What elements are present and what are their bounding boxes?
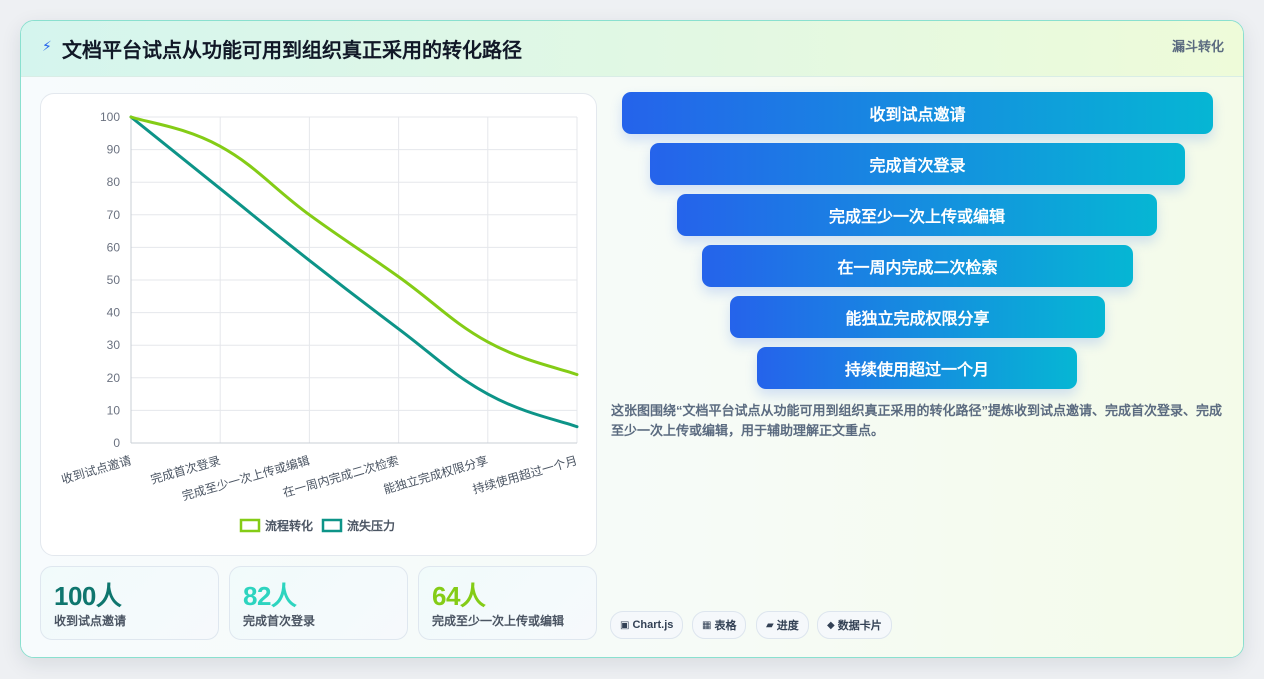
funnel-step-4: 在一周内完成二次检索 [702,245,1133,287]
stat-value: 100人 [54,581,122,611]
funnel-step-1: 收到试点邀请 [622,92,1213,134]
table-icon: ▦ [702,619,712,631]
series-line-conversion [129,115,579,377]
chip-label: 进度 [776,620,799,632]
y-tick-label: 60 [107,240,121,254]
stat-label: 完成首次登录 [243,614,316,628]
legend-label: 流失压力 [347,518,395,533]
legend-label: 流程转化 [265,518,313,533]
card-header: ⚡ 文档平台试点从功能可用到组织真正采用的转化路径 漏斗转化 [21,21,1243,77]
y-tick-label: 0 [113,436,120,450]
lightning-icon: ⚡ [42,39,52,55]
legend-swatch [321,518,343,533]
funnel-step-6: 持续使用超过一个月 [757,347,1077,389]
category-tag: 漏斗转化 [1171,39,1224,54]
y-tick-label: 10 [107,403,121,417]
chip-label: 表格 [714,620,737,632]
stat-value: 82人 [243,581,297,611]
y-tick-label: 50 [107,273,121,287]
y-tick-label: 30 [107,338,121,352]
y-tick-label: 90 [107,143,121,157]
chip-chartjs[interactable]: ▣ Chart.js [610,611,684,639]
chip-label: 数据卡片 [837,620,882,632]
stat-card-first-login: 82人 完成首次登录 [229,566,408,640]
y-tick-label: 20 [107,371,121,385]
chart-icon: ▣ [620,619,630,631]
page-title: 文档平台试点从功能可用到组织真正采用的转化路径 [62,40,522,62]
stat-card-upload-edit: 64人 完成至少一次上传或编辑 [418,566,597,640]
funnel-step-5: 能独立完成权限分享 [730,296,1105,338]
y-tick-label: 70 [107,208,121,222]
chip-label: Chart.js [632,619,674,631]
chip-data-card[interactable]: ◆ 数据卡片 [817,611,892,639]
stat-value: 64人 [432,581,486,611]
funnel-step-2: 完成首次登录 [650,143,1185,185]
card-icon: ◆ [827,619,835,631]
series-line-churn [129,115,579,429]
chart-description: 这张图围绕“文档平台试点从功能可用到组织真正采用的转化路径”提炼收到试点邀请、完… [611,403,1223,438]
stat-card-invited: 100人 收到试点邀请 [40,566,219,640]
chart-panel: 100 90 80 70 60 50 40 30 20 10 0 收到试点邀请 完成首次登录 完成至少一次… [40,93,597,556]
y-tick-label: 40 [107,306,121,320]
funnel-step-3: 完成至少一次上传或编辑 [677,194,1157,236]
x-tick-label: 收到试点邀请 [59,452,132,486]
chip-table[interactable]: ▦ 表格 [692,611,747,639]
y-tick-label: 100 [100,110,120,124]
progress-icon: ▰ [766,619,774,631]
chip-progress[interactable]: ▰ 进度 [756,611,809,639]
y-tick-label: 80 [107,175,121,189]
stat-label: 完成至少一次上传或编辑 [432,614,565,628]
main-card: ⚡ 文档平台试点从功能可用到组织真正采用的转化路径 漏斗转化 100 90 80 70… [20,20,1244,658]
legend-swatch [239,518,261,533]
stat-label: 收到试点邀请 [54,614,127,628]
